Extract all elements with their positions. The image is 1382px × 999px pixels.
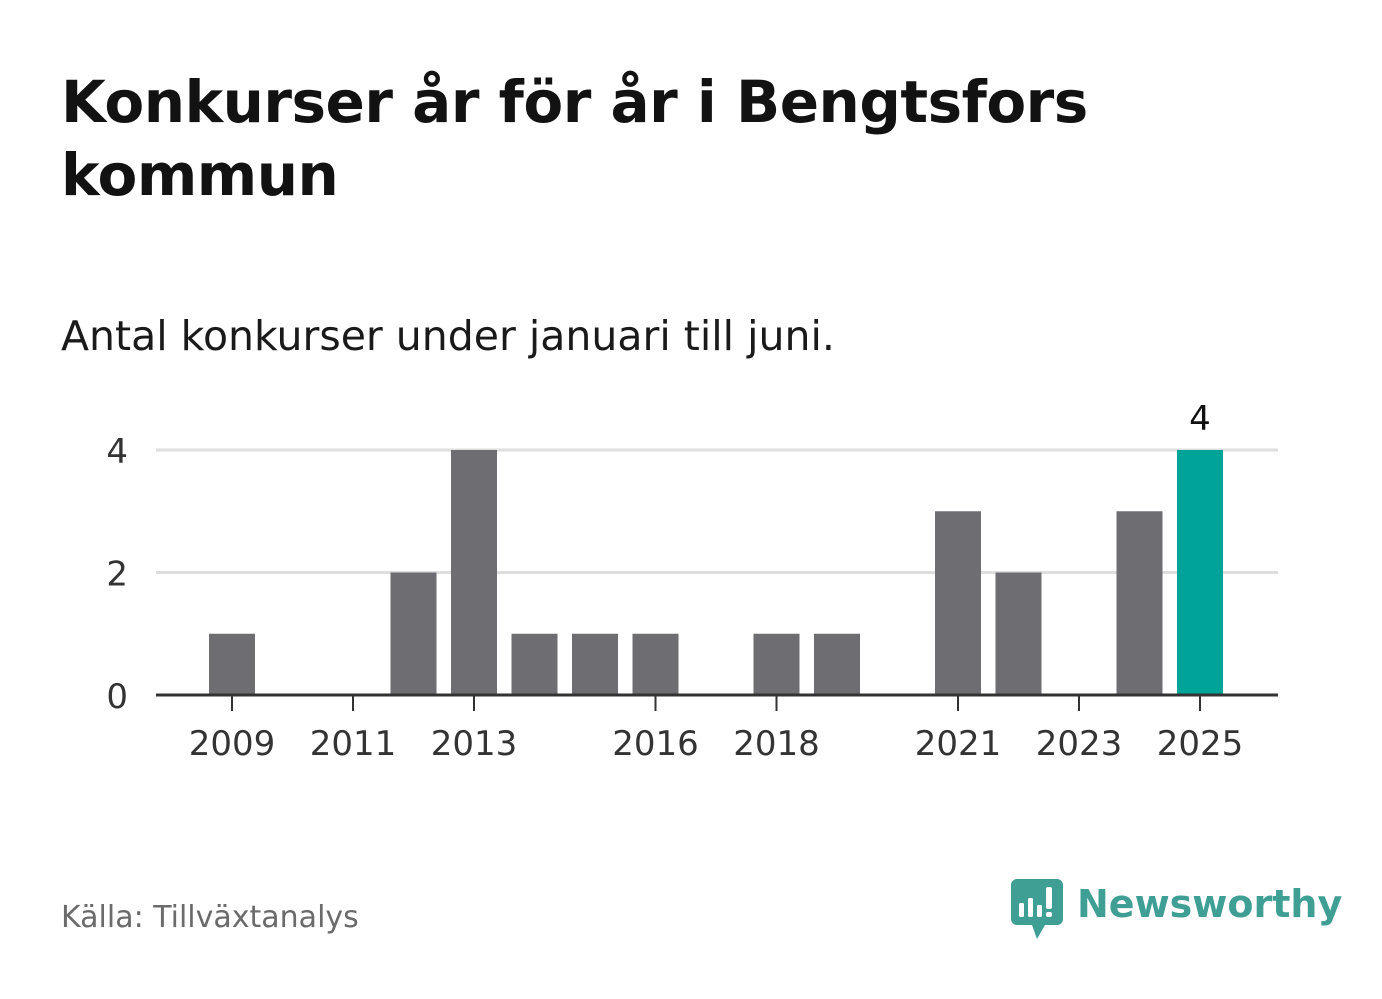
source-note: Källa: Tillväxtanalys <box>61 900 359 935</box>
x-tick-label: 2009 <box>189 724 276 764</box>
x-tick-label: 2025 <box>1157 724 1244 764</box>
bar <box>572 633 618 695</box>
newsworthy-logo-icon <box>1011 879 1063 939</box>
data-label: 4 <box>1189 399 1211 439</box>
y-tick-label: 2 <box>106 555 128 595</box>
brand-name: Newsworthy <box>1077 882 1343 926</box>
bar <box>632 633 679 695</box>
y-tick-label: 4 <box>106 432 128 472</box>
bar <box>995 572 1042 695</box>
bar <box>1116 511 1163 695</box>
bar <box>209 633 255 695</box>
bar <box>451 450 497 695</box>
bar-chart: 0 2 4 2009 2011 2013 2016 2018 2021 2023 2025 4 <box>106 399 1278 764</box>
x-tick-label: 2023 <box>1036 724 1123 764</box>
bar <box>511 633 558 695</box>
bar <box>390 572 437 695</box>
x-tick-label: 2016 <box>612 724 699 764</box>
x-tick-label: 2011 <box>310 724 397 764</box>
chart-title: Konkurser år för år i Bengtsfors kommun <box>61 68 1088 209</box>
y-tick-label: 0 <box>106 677 128 717</box>
bar <box>935 511 981 695</box>
bar <box>814 633 860 695</box>
chart-subtitle: Antal konkurser under januari till juni. <box>61 312 835 360</box>
brand-logo[interactable]: Newsworthy <box>1011 878 1342 942</box>
bar-highlight <box>1177 450 1223 695</box>
x-tick-label: 2013 <box>431 724 518 764</box>
bar <box>753 633 800 695</box>
x-tick-label: 2021 <box>915 724 1002 764</box>
x-tick-label: 2018 <box>733 724 820 764</box>
